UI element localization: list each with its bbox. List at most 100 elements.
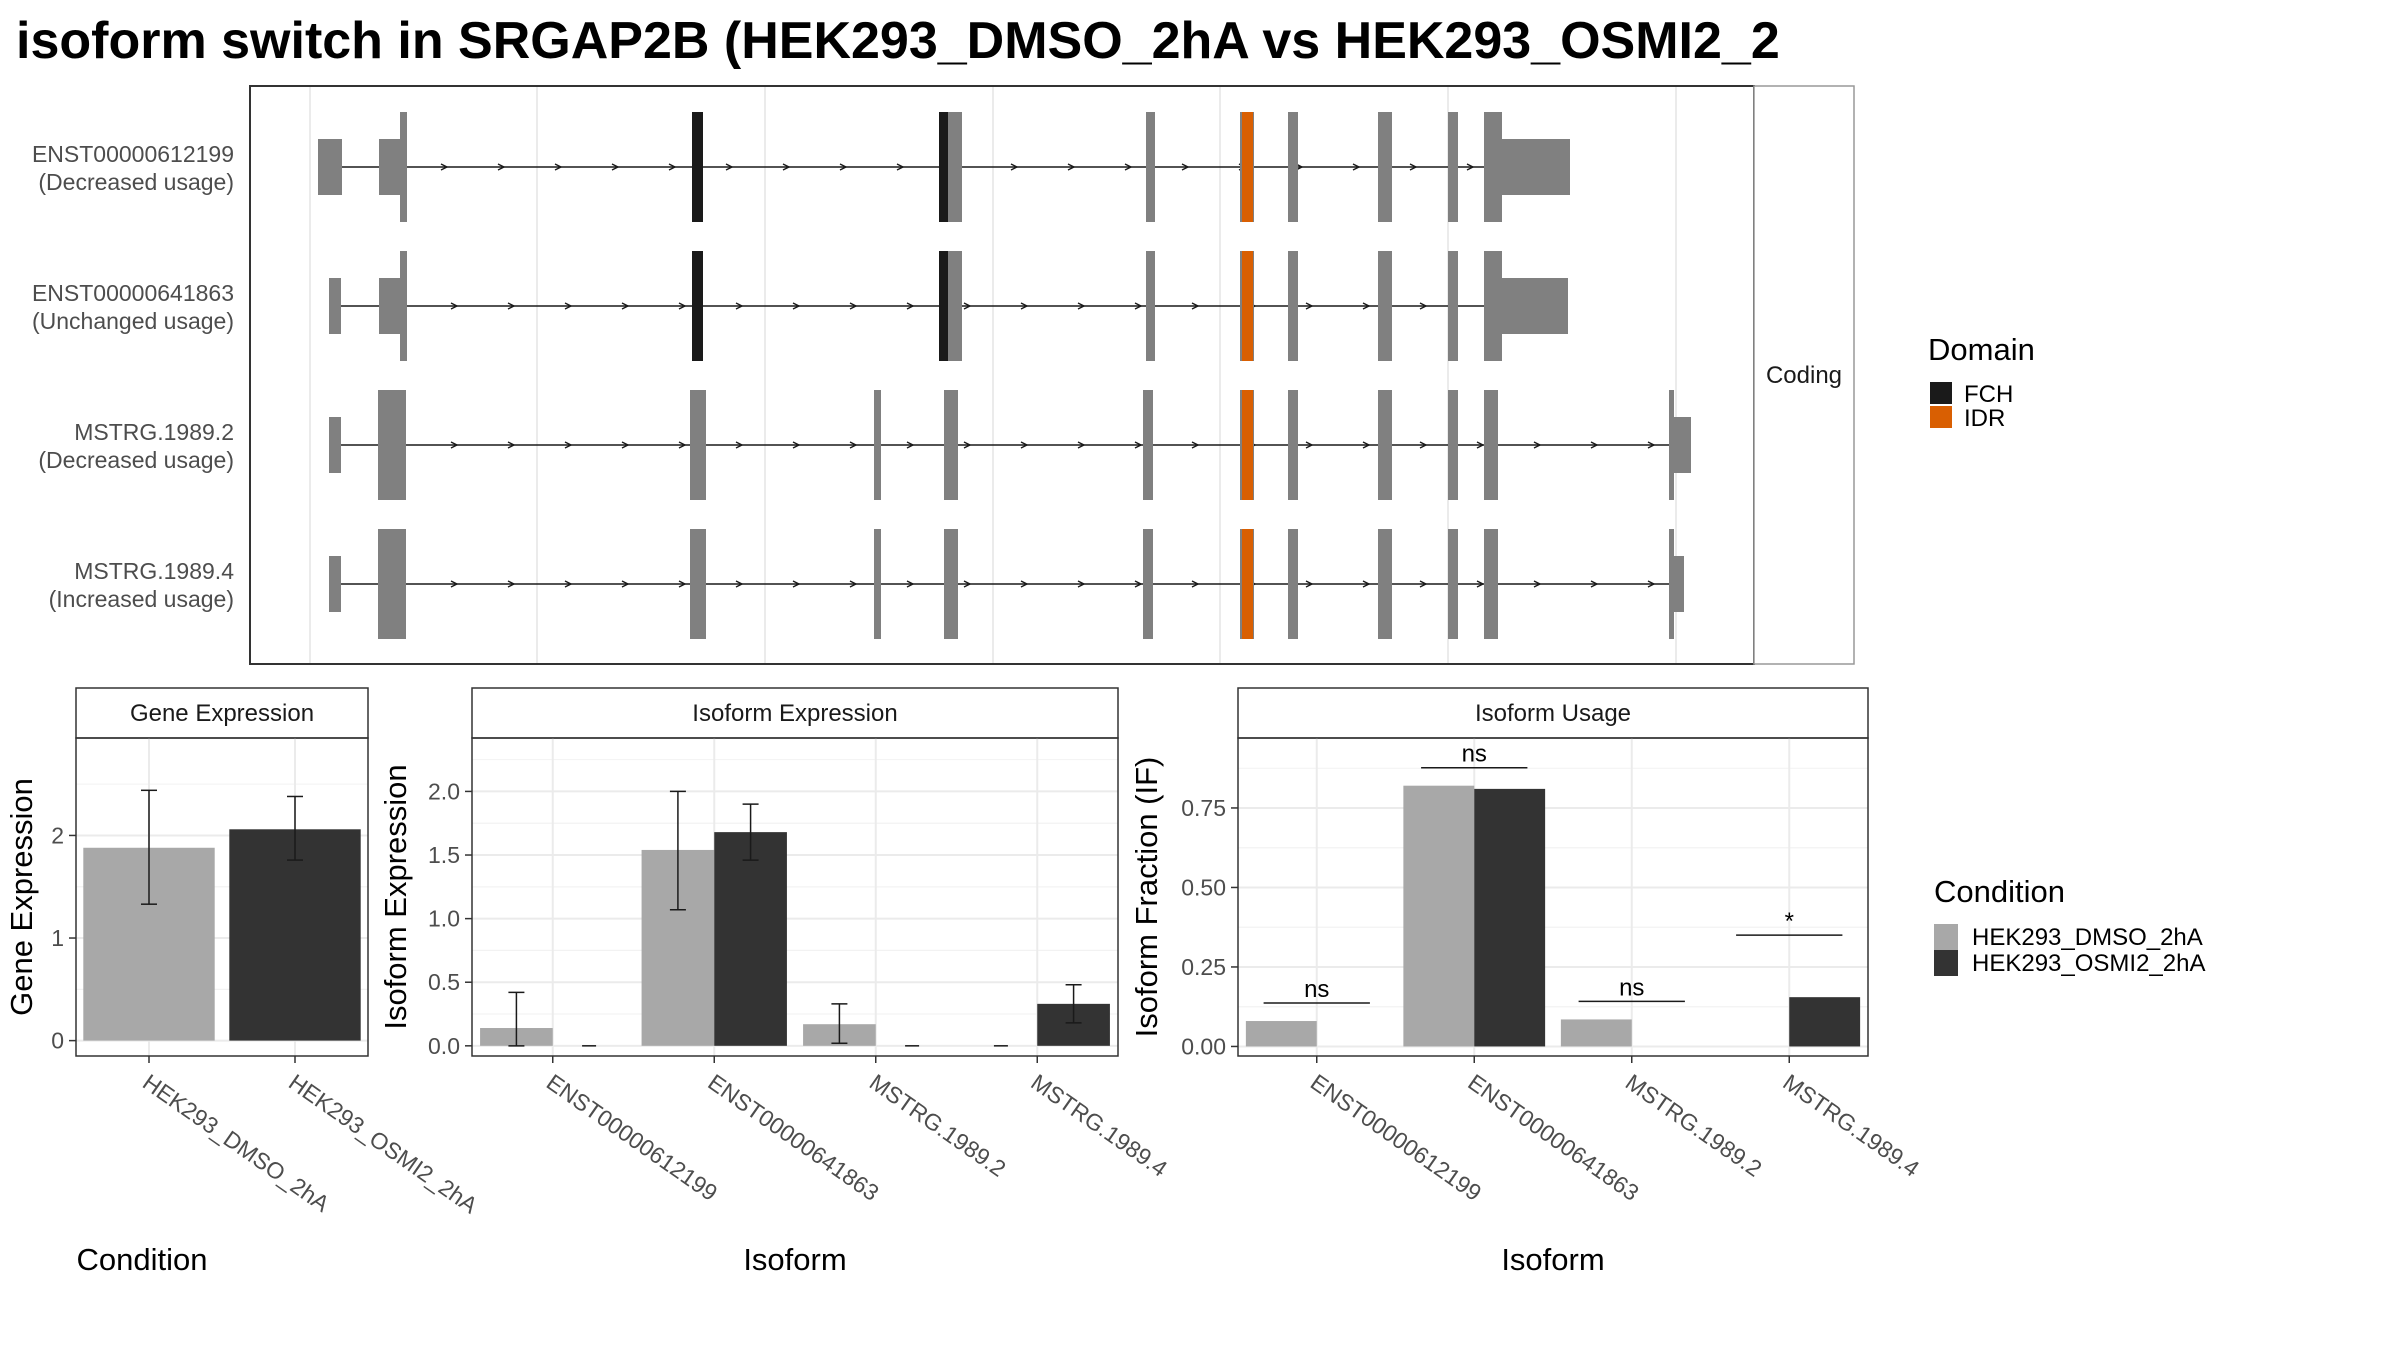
exon	[1674, 556, 1684, 612]
direction-arrow	[564, 441, 573, 449]
transcript-structure-panel: Coding ENST00000612199 (Decreased usage)…	[32, 85, 1855, 665]
direction-arrow	[963, 302, 972, 310]
direction-arrow	[668, 163, 677, 171]
exon	[1669, 529, 1674, 639]
exon	[1448, 112, 1458, 222]
direction-arrow	[963, 580, 972, 588]
exon	[1484, 251, 1502, 361]
direction-arrow	[1476, 580, 1485, 588]
direction-arrow	[440, 163, 449, 171]
exon	[1448, 390, 1458, 500]
isoform-expression-panel: Isoform Expression 0.0 0.5 1.0 1.5 2.0 ENST00…	[378, 687, 1172, 1277]
exon	[1484, 390, 1498, 500]
direction-arrow	[507, 302, 516, 310]
direction-arrow	[1020, 580, 1029, 588]
direction-arrow	[906, 441, 915, 449]
direction-arrow	[735, 441, 744, 449]
exon	[1143, 390, 1151, 500]
panel-strip	[1237, 687, 1869, 739]
exon	[1146, 251, 1155, 361]
y-tick-label: 0.0	[428, 1033, 460, 1059]
significance-label: ns	[1462, 741, 1487, 768]
transcript-usage-label: (Unchanged usage)	[32, 308, 234, 334]
panel-title: Gene Expression	[130, 700, 314, 727]
direction-arrow	[1419, 302, 1428, 310]
exon	[948, 251, 962, 361]
direction-arrow	[782, 163, 791, 171]
y-tick-label: 1.0	[428, 906, 460, 932]
transcript-usage-label: (Increased usage)	[49, 586, 234, 612]
exon	[400, 112, 407, 222]
plot-layer: 0.0 0.5 1.0 1.5 2.0 ENST00000612199ENST000006…	[428, 738, 1172, 1206]
transcript-rows	[318, 112, 1691, 639]
coding-strip-label: Coding	[1766, 362, 1842, 389]
y-tick-label: 1.5	[428, 842, 460, 868]
direction-arrow	[450, 580, 459, 588]
direction-arrow	[554, 163, 563, 171]
y-tick-label: 1	[51, 925, 64, 951]
x-tick-label: MSTRG.1989.4	[1026, 1069, 1172, 1182]
x-tick-label: ENST00000612199	[542, 1069, 722, 1206]
x-axis-title: Isoform	[1501, 1242, 1604, 1277]
exon	[690, 529, 706, 639]
direction-arrow	[849, 580, 858, 588]
idr-domain	[1242, 112, 1253, 222]
exon	[1378, 112, 1392, 222]
transcript-row	[329, 251, 1568, 361]
x-tick-label: ENST00000612199	[1306, 1069, 1486, 1206]
direction-arrow	[839, 163, 848, 171]
y-tick-label: 0.50	[1181, 874, 1226, 900]
direction-arrow	[1409, 163, 1418, 171]
direction-arrow	[1590, 580, 1599, 588]
exon	[944, 529, 958, 639]
transcript-id-label: MSTRG.1989.4	[74, 558, 234, 584]
direction-arrow	[792, 441, 801, 449]
exon	[1448, 251, 1458, 361]
direction-arrow	[1010, 163, 1019, 171]
x-axis-title: Isoform	[743, 1242, 846, 1277]
direction-arrow	[450, 302, 459, 310]
direction-arrow	[1466, 163, 1475, 171]
fch-legend-key	[1930, 382, 1952, 404]
direction-arrow	[792, 302, 801, 310]
domain-legend: Domain FCH IDR	[1928, 332, 2035, 432]
direction-arrow	[1077, 580, 1086, 588]
direction-arrow	[564, 580, 573, 588]
condition-legend-title: Condition	[1934, 874, 2065, 909]
direction-arrow	[621, 580, 630, 588]
exon	[1484, 529, 1498, 639]
direction-arrow	[735, 580, 744, 588]
direction-arrow	[735, 302, 744, 310]
direction-arrow	[1134, 580, 1143, 588]
exon	[1484, 112, 1502, 222]
transcript-usage-label: (Decreased usage)	[38, 169, 234, 195]
direction-arrow	[1181, 163, 1190, 171]
y-axis-title: Isoform Expression	[378, 764, 413, 1029]
exon	[1448, 529, 1458, 639]
osmi-legend-key	[1934, 950, 1958, 976]
exon	[948, 112, 962, 222]
y-tick-label: 2.0	[428, 778, 460, 804]
exon	[1288, 251, 1298, 361]
direction-arrow	[1647, 580, 1656, 588]
direction-arrow	[1067, 163, 1076, 171]
direction-arrow	[450, 441, 459, 449]
direction-arrow	[963, 441, 972, 449]
fch-domain	[939, 112, 948, 222]
y-axis-title: Isoform Fraction (IF)	[1129, 757, 1164, 1038]
direction-arrow	[1077, 302, 1086, 310]
idr-domain	[1242, 529, 1253, 639]
direction-arrow	[1077, 441, 1086, 449]
fch-domain	[692, 251, 703, 361]
plot-border	[1237, 737, 1869, 1057]
direction-arrow	[1362, 441, 1371, 449]
plot-border	[75, 737, 369, 1057]
direction-arrow	[1191, 580, 1200, 588]
plot-layer: 0.00 0.25 0.50 0.75 ENST00000612199ENST00000…	[1181, 738, 1924, 1206]
direction-arrow	[507, 441, 516, 449]
direction-arrow	[1647, 441, 1656, 449]
y-tick-label: 0.5	[428, 969, 460, 995]
direction-arrow	[906, 302, 915, 310]
coding-strip	[1753, 85, 1855, 665]
